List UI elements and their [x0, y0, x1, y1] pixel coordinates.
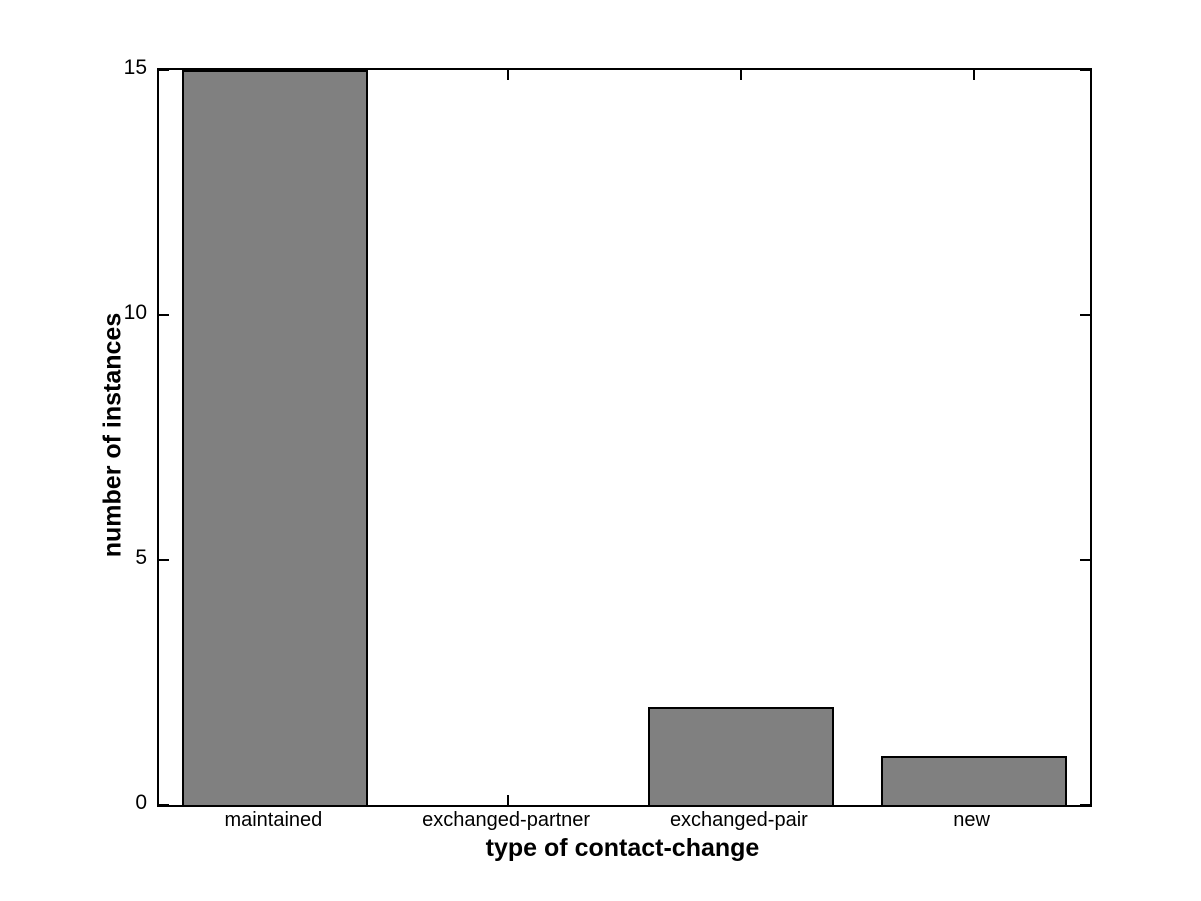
y-tick-label: 15 — [123, 56, 147, 79]
x-tick-bottom — [507, 795, 510, 805]
x-tick-label-new: new — [953, 809, 990, 831]
y-tick-right — [1080, 69, 1090, 71]
bar-exchanged-pair — [647, 707, 834, 805]
y-tick-label: 5 — [135, 546, 147, 569]
y-tick-right — [1080, 804, 1090, 806]
y-axis-title: number of instances — [98, 312, 127, 558]
x-tick-label-exchanged-pair: exchanged-pair — [669, 809, 808, 831]
y-tick-left — [159, 69, 169, 71]
x-tick-top — [507, 70, 510, 80]
x-axis-title: type of contact-change — [485, 834, 760, 862]
plot-area — [157, 68, 1092, 807]
y-tick-right — [1080, 559, 1090, 561]
x-tick-label-maintained: maintained — [224, 809, 323, 831]
y-tick-left — [159, 314, 169, 316]
y-tick-right — [1080, 314, 1090, 316]
x-tick-top — [972, 70, 975, 80]
y-tick-left — [159, 559, 169, 561]
x-tick-top — [739, 70, 742, 80]
y-tick-label: 0 — [135, 791, 147, 814]
y-tick-label: 10 — [123, 301, 147, 324]
bar-new — [880, 756, 1067, 805]
x-tick-label-exchanged-partner: exchanged-partner — [422, 809, 591, 831]
bar-maintained — [182, 70, 369, 805]
y-tick-left — [159, 804, 169, 806]
